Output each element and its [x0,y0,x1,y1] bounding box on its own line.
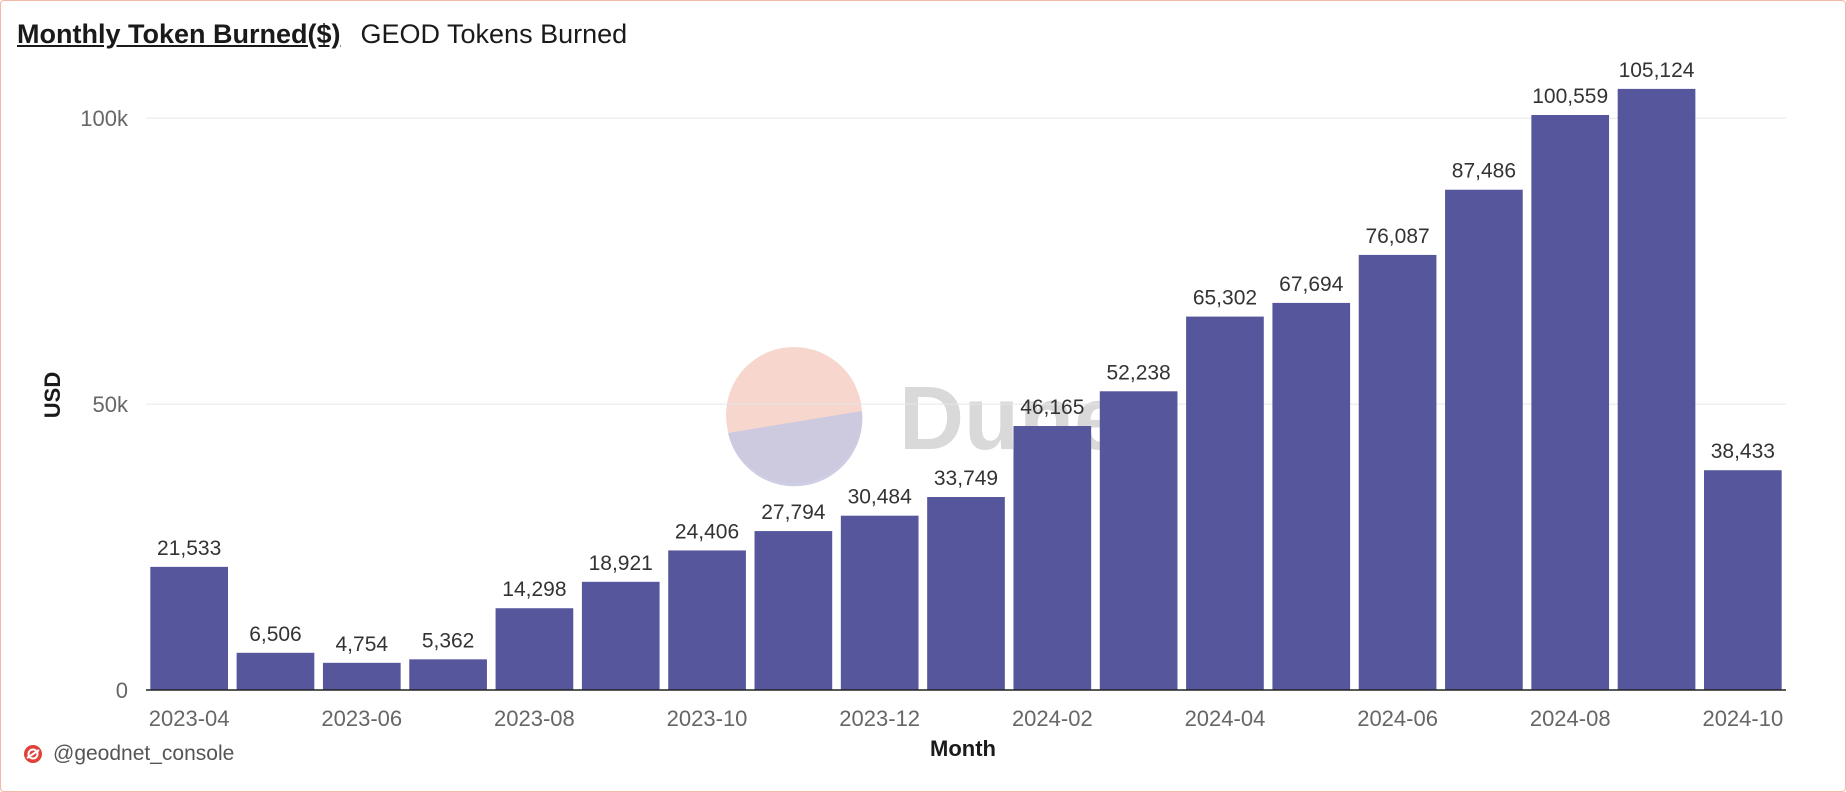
data-label: 65,302 [1193,287,1257,310]
bar [1531,114,1610,690]
data-label: 6,506 [249,623,302,646]
x-tick-label: 2024-08 [1530,706,1611,731]
chart-header: Monthly Token Burned($) GEOD Tokens Burn… [17,19,627,50]
data-label: 105,124 [1619,59,1695,82]
y-axis-title: USD [40,372,65,418]
data-label: 76,087 [1365,225,1429,248]
data-label: 100,559 [1532,85,1608,108]
bar [581,581,660,690]
x-tick-label: 2023-06 [321,706,402,731]
y-tick-label: 50k [93,392,129,417]
x-tick-label: 2024-02 [1012,706,1093,731]
x-axis-title: Month [930,736,996,761]
data-label: 4,754 [336,633,389,656]
bar [322,662,401,690]
bar [1186,316,1264,690]
query-title-link[interactable]: Monthly Token Burned($) [17,19,341,49]
bar [1272,302,1351,690]
y-tick-label: 0 [116,678,128,703]
x-tick-label: 2023-04 [149,706,230,731]
bar [150,566,228,690]
footer: @geodnet_console [23,742,234,766]
data-label: 30,484 [848,486,913,509]
data-label: 24,406 [675,520,739,543]
bar [927,497,1005,690]
data-label: 67,694 [1279,273,1344,296]
x-tick-label: 2023-12 [839,706,920,731]
bar [236,652,315,690]
data-label: 27,794 [761,501,826,524]
data-label: 21,533 [157,537,221,560]
x-tick-label: 2024-10 [1702,706,1783,731]
bar [1704,470,1782,690]
y-tick-label: 100k [80,106,129,131]
data-label: 52,238 [1107,361,1171,384]
x-tick-label: 2024-06 [1357,706,1438,731]
x-tick-label: 2023-08 [494,706,575,731]
bar [1358,254,1437,690]
x-tick-label: 2023-10 [667,706,748,731]
data-label: 87,486 [1452,160,1516,183]
data-label: 18,921 [589,552,653,575]
data-label: 5,362 [422,629,475,652]
data-label: 33,749 [934,467,998,490]
bar [495,608,574,690]
dune-logo-icon [24,745,42,763]
x-tick-label: 2024-04 [1185,706,1266,731]
footer-handle[interactable]: @geodnet_console [53,742,235,765]
bar [840,515,919,690]
data-label: 38,433 [1711,440,1775,463]
bar [668,550,746,690]
bar [1013,426,1092,690]
watermark-icon [728,411,863,487]
bar [1445,189,1523,691]
bar [1099,391,1178,690]
data-label: 14,298 [502,578,566,601]
bar [1617,88,1696,691]
visualization-title: GEOD Tokens Burned [360,19,628,49]
data-label: 46,165 [1020,396,1084,419]
bar [754,531,833,690]
bar [409,659,487,690]
